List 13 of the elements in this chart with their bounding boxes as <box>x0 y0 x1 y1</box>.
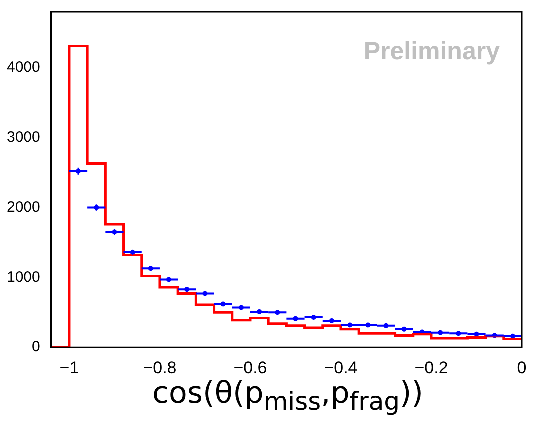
y-tick-label: 0 <box>32 338 40 356</box>
y-tick-label: 4000 <box>6 59 40 76</box>
x-tick-label: −1 <box>60 358 80 378</box>
x-tick-label: −0.6 <box>234 358 268 378</box>
y-tick-label: 1000 <box>6 268 40 286</box>
x-tick-label: 0 <box>517 358 527 378</box>
x-tick-label: −0.2 <box>414 358 448 378</box>
annotation: Preliminary <box>364 37 500 66</box>
x-tick-label: −0.4 <box>324 358 358 378</box>
y-tick-label: 3000 <box>6 128 40 146</box>
x-tick-label: −0.8 <box>143 358 177 378</box>
y-tick-label: 2000 <box>6 198 40 216</box>
x-axis-title: cos(θ(p$_{miss}$,p$_{frag}$)) <box>152 376 424 416</box>
